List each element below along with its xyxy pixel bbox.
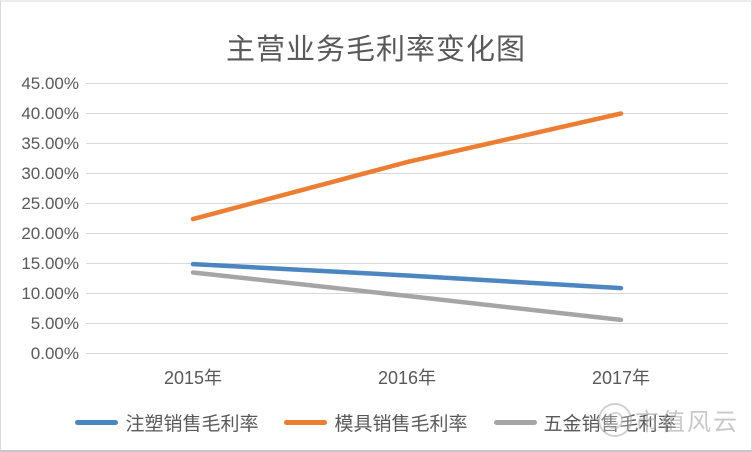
y-axis-tick-label: 0.00% [30, 343, 79, 363]
series-line-1 [190, 261, 624, 291]
legend-item-1: 注塑销售毛利率 [75, 409, 258, 436]
legend-swatch-icon [75, 420, 119, 425]
y-axis-tick-label: 30.00% [21, 163, 79, 183]
y-axis-tick-label: 40.00% [21, 103, 79, 123]
y-axis-tick-label: 45.00% [21, 73, 79, 93]
legend-label: 注塑销售毛利率 [125, 414, 259, 435]
y-axis-tick-label: 35.00% [21, 133, 79, 153]
chart-title: 主营业务毛利率变化图 [225, 34, 526, 66]
y-axis-tick-label: 25.00% [21, 193, 79, 213]
x-axis-label: 2015年 [163, 368, 223, 388]
legend-item-3: 五金销售毛利率 [493, 409, 677, 436]
y-axis-tick-label: 20.00% [21, 223, 79, 243]
legend-swatch-icon [284, 420, 328, 425]
x-axis-label: 2016年 [377, 368, 437, 388]
legend-swatch-icon [493, 420, 537, 425]
series-line-3 [190, 270, 624, 323]
y-axis-tick-label: 5.00% [30, 313, 79, 333]
y-axis-tick-label: 15.00% [21, 253, 79, 273]
y-axis: 45.00% 40.00% 35.00% 30.00% 25.00% 20.00% 15.0… [1, 2, 79, 450]
series-line-2 [190, 111, 624, 222]
y-axis-tick-label: 10.00% [21, 283, 79, 303]
legend-label: 五金销售毛利率 [543, 414, 677, 435]
legend-item-2: 模具销售毛利率 [284, 409, 468, 436]
legend: 注塑销售毛利率 模具销售毛利率 五金销售毛利率 [1, 409, 751, 436]
legend-label: 模具销售毛利率 [334, 414, 468, 435]
x-axis-label: 2017年 [591, 368, 651, 388]
